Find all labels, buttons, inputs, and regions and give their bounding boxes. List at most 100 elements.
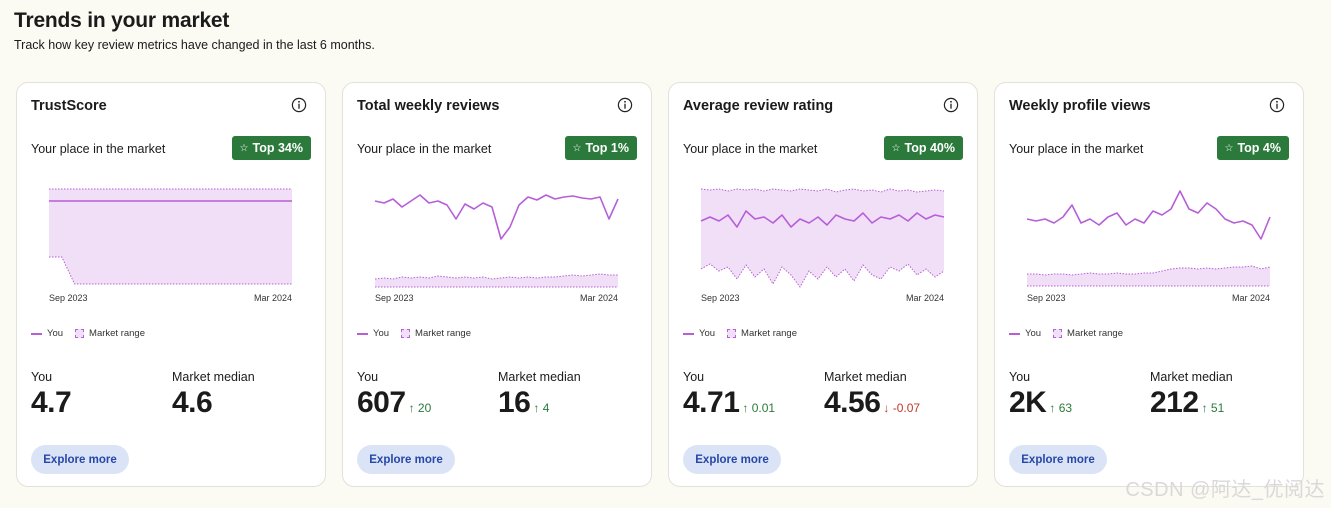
legend-you-swatch	[31, 332, 42, 335]
page-title: Trends in your market	[14, 9, 230, 32]
chart-legend: You Market range	[31, 328, 145, 339]
x-tick-label: Sep 2023	[701, 293, 740, 303]
median-label: Market median	[172, 370, 255, 384]
rank-badge: ☆ Top 4%	[1216, 136, 1289, 160]
median-label: Market median	[498, 370, 581, 384]
rank-badge: ☆ Top 40%	[883, 136, 963, 160]
x-tick-label: Sep 2023	[375, 293, 414, 303]
you-label: You	[1009, 370, 1031, 384]
x-tick-label: Mar 2024	[906, 293, 944, 303]
median-label: Market median	[1150, 370, 1233, 384]
median-value-number: 16	[498, 386, 531, 419]
place-label: Your place in the market	[357, 142, 492, 156]
legend-range-label: Market range	[89, 328, 146, 339]
you-line	[374, 194, 619, 240]
metric-card: Weekly profile views Your place in the m…	[994, 82, 1304, 487]
star-icon: ☆	[1224, 142, 1234, 154]
metric-card: Total weekly reviews Your place in the m…	[342, 82, 652, 487]
place-label: Your place in the market	[683, 142, 818, 156]
market-range-lower-edge	[700, 263, 945, 288]
median-value-number: 4.56	[824, 386, 881, 419]
page-subtitle: Track how key review metrics have change…	[14, 38, 375, 52]
star-icon: ☆	[572, 142, 582, 154]
x-tick-label: Sep 2023	[1027, 293, 1066, 303]
card-title: Weekly profile views	[1009, 98, 1151, 114]
market-range-upper-edge	[374, 273, 618, 280]
you-delta: ↑ 20	[408, 401, 432, 415]
info-icon[interactable]	[291, 97, 307, 113]
you-value-number: 607	[357, 386, 406, 419]
legend-you-label: You	[47, 328, 64, 339]
rank-badge: ☆ Top 34%	[231, 136, 311, 160]
info-icon[interactable]	[1269, 97, 1285, 113]
chart-legend: You Market range	[683, 328, 797, 339]
legend-range-label: Market range	[741, 328, 798, 339]
median-delta: ↓ -0.07	[883, 401, 921, 415]
explore-more-button[interactable]: Explore more	[357, 445, 455, 474]
explore-more-button[interactable]: Explore more	[1009, 445, 1107, 474]
info-icon[interactable]	[943, 97, 959, 113]
legend-range-label: Market range	[1067, 328, 1124, 339]
you-line	[1026, 190, 1271, 240]
trend-chart: Sep 2023 Mar 2024	[49, 188, 292, 303]
market-range-band	[1027, 266, 1270, 286]
info-icon[interactable]	[617, 97, 633, 113]
badge-label: Top 4%	[1237, 141, 1281, 155]
median-value-number: 212	[1150, 386, 1199, 419]
you-value-number: 4.71	[683, 386, 740, 419]
median-value: 4.6	[172, 386, 215, 420]
trend-chart: Sep 2023 Mar 2024	[374, 194, 619, 303]
star-icon: ☆	[891, 142, 901, 154]
legend-you-label: You	[373, 328, 390, 339]
you-label: You	[683, 370, 705, 384]
market-range-band	[701, 189, 944, 287]
median-value: 4.56 ↓ -0.07	[824, 386, 920, 420]
place-label: Your place in the market	[31, 142, 166, 156]
badge-label: Top 1%	[585, 141, 629, 155]
you-value-number: 2K	[1009, 386, 1047, 419]
you-value: 4.71 ↑ 0.01	[683, 386, 775, 420]
x-tick-label: Sep 2023	[49, 293, 88, 303]
median-value-number: 4.6	[172, 386, 213, 419]
you-delta: ↑ 63	[1049, 401, 1073, 415]
legend-range-swatch	[727, 329, 737, 338]
legend-range-swatch	[1053, 329, 1063, 338]
chart-legend: You Market range	[357, 328, 471, 339]
star-icon: ☆	[239, 142, 249, 154]
you-value-number: 4.7	[31, 386, 72, 419]
you-value: 607 ↑ 20	[357, 386, 431, 420]
card-title: Total weekly reviews	[357, 98, 500, 114]
legend-you-label: You	[1025, 328, 1042, 339]
legend-range-swatch	[75, 329, 85, 338]
metric-cards: TrustScore Your place in the market ☆ To…	[16, 82, 1304, 487]
legend-you-swatch	[1009, 332, 1020, 335]
metric-card: Average review rating Your place in the …	[668, 82, 978, 487]
rank-badge: ☆ Top 1%	[564, 136, 637, 160]
explore-more-button[interactable]: Explore more	[683, 445, 781, 474]
median-value: 212 ↑ 51	[1150, 386, 1224, 420]
badge-label: Top 34%	[252, 141, 303, 155]
x-tick-label: Mar 2024	[1232, 293, 1270, 303]
trend-chart: Sep 2023 Mar 2024	[700, 188, 945, 303]
card-title: TrustScore	[31, 98, 107, 114]
chart-legend: You Market range	[1009, 328, 1123, 339]
metric-card: TrustScore Your place in the market ☆ To…	[16, 82, 326, 487]
market-range-upper-edge	[700, 188, 945, 193]
you-line	[700, 210, 945, 228]
page-header: Trends in your market Track how key revi…	[14, 8, 375, 52]
x-tick-label: Mar 2024	[580, 293, 618, 303]
median-delta: ↑ 4	[533, 401, 550, 415]
legend-you-swatch	[683, 332, 694, 335]
x-tick-label: Mar 2024	[254, 293, 292, 303]
badge-label: Top 40%	[904, 141, 955, 155]
you-value: 2K ↑ 63	[1009, 386, 1072, 420]
you-label: You	[357, 370, 379, 384]
median-delta: ↑ 51	[1201, 401, 1225, 415]
legend-you-swatch	[357, 332, 368, 335]
market-range-lower-edge	[49, 256, 292, 285]
card-title: Average review rating	[683, 98, 834, 114]
you-delta: ↑ 0.01	[742, 401, 776, 415]
explore-more-button[interactable]: Explore more	[31, 445, 129, 474]
watermark: CSDN @阿达_优阅达	[1125, 479, 1325, 501]
you-value: 4.7	[31, 386, 74, 420]
